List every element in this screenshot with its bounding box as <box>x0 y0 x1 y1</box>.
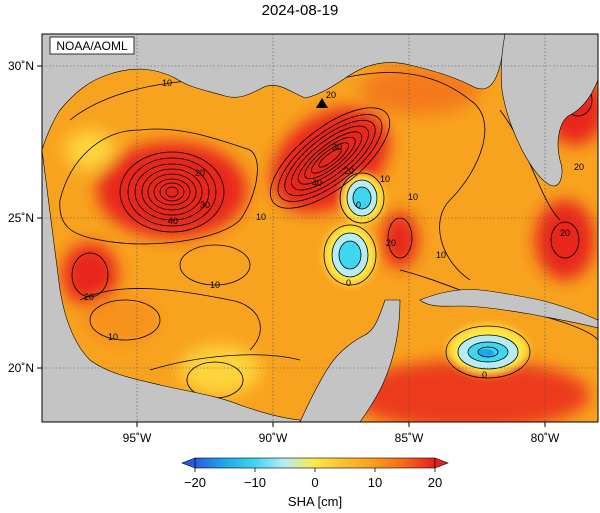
credit-box <box>49 36 135 55</box>
lon-tick-90w: 90˚W <box>259 431 288 445</box>
svg-text:20: 20 <box>386 238 396 248</box>
graticule <box>42 34 598 422</box>
svg-text:10: 10 <box>256 212 266 222</box>
lon-tick-95w: 95˚W <box>123 431 152 445</box>
svg-text:0: 0 <box>346 278 351 288</box>
svg-text:20: 20 <box>84 292 94 302</box>
colorbar: −20 −10 0 10 20 SHA [cm] <box>181 457 449 509</box>
map-title: 2024-08-19 <box>261 2 339 19</box>
svg-text:30: 30 <box>200 200 210 210</box>
us-gulf-coast <box>41 33 506 151</box>
svg-text:0: 0 <box>482 370 487 380</box>
lon-tick-80w: 80˚W <box>531 431 560 445</box>
contour-labels: 10 20 30 40 20 30 40 10 20 0 10 20 0 10 … <box>84 78 584 380</box>
colorbar-tick-20: 20 <box>428 475 442 490</box>
colorbar-tick-minus20: −20 <box>184 475 206 490</box>
svg-text:10: 10 <box>210 280 220 290</box>
lat-tick-20n: 20˚N <box>8 361 34 375</box>
svg-text:10: 10 <box>380 174 390 184</box>
svg-text:20: 20 <box>574 162 584 172</box>
map-frame <box>41 33 599 423</box>
svg-text:40: 40 <box>312 178 322 188</box>
svg-text:10: 10 <box>162 78 172 88</box>
svg-text:20: 20 <box>560 228 570 238</box>
colorbar-tick-minus10: −10 <box>244 475 266 490</box>
lon-tick-85w: 85˚W <box>395 431 424 445</box>
axis-ticks <box>37 65 546 427</box>
svg-text:20: 20 <box>195 168 205 178</box>
colorbar-min-arrow <box>181 457 196 469</box>
colorbar-max-arrow <box>434 457 449 469</box>
contour-lines <box>59 36 598 399</box>
lat-tick-25n: 25˚N <box>8 211 34 225</box>
svg-text:10: 10 <box>408 192 418 202</box>
lat-tick-30n: 30˚N <box>8 59 34 73</box>
colorbar-tick-10: 10 <box>368 475 382 490</box>
svg-text:10: 10 <box>108 332 118 342</box>
land-masses <box>41 33 599 423</box>
colorbar-ramp <box>194 457 436 469</box>
svg-text:30: 30 <box>332 142 342 152</box>
svg-text:20: 20 <box>344 166 354 176</box>
mexico <box>41 149 301 423</box>
colorbar-title: SHA [cm] <box>288 494 342 509</box>
colorbar-tick-0: 0 <box>311 475 318 490</box>
svg-text:40: 40 <box>168 216 178 226</box>
florida <box>500 33 599 187</box>
credit-label: NOAA/AOML <box>56 39 128 53</box>
svg-text:20: 20 <box>326 90 336 100</box>
yucatan <box>299 299 401 423</box>
buoy-marker <box>316 98 328 108</box>
svg-text:0: 0 <box>356 200 361 210</box>
svg-text:10: 10 <box>436 250 446 260</box>
